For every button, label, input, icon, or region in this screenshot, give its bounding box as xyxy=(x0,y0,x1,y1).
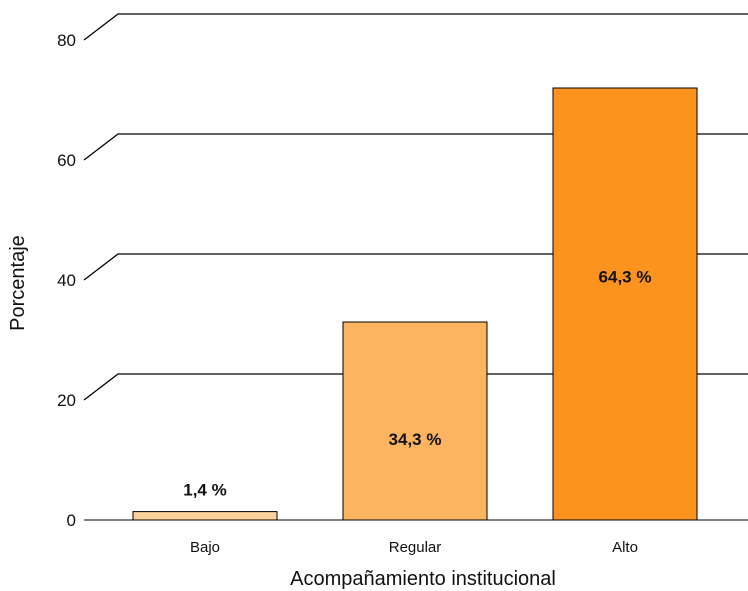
gridline xyxy=(83,13,748,41)
gridline xyxy=(83,253,748,281)
y-tick-label: 20 xyxy=(57,391,76,410)
bar xyxy=(342,321,488,521)
data-label: 1,4 % xyxy=(183,481,226,500)
bar xyxy=(132,511,278,521)
x-axis: Bajo Regular Alto xyxy=(190,539,638,556)
x-tick-label: Bajo xyxy=(190,539,220,556)
gridline xyxy=(83,373,748,401)
y-tick-label: 0 xyxy=(67,511,76,530)
bar xyxy=(552,87,698,521)
grid-lines xyxy=(83,13,748,401)
x-tick-label: Regular xyxy=(389,539,442,556)
y-axis: 0 20 40 60 80 xyxy=(57,31,76,530)
data-label: 34,3 % xyxy=(389,430,442,449)
y-axis-title: Porcentaje xyxy=(7,235,29,331)
y-tick-label: 60 xyxy=(57,151,76,170)
y-tick-label: 80 xyxy=(57,31,76,50)
bars: 1,4 % 34,3 % 64,3 % xyxy=(132,87,698,521)
gridline xyxy=(83,133,748,161)
x-tick-label: Alto xyxy=(612,539,638,556)
y-tick-label: 40 xyxy=(57,271,76,290)
x-axis-title: Acompañamiento institucional xyxy=(290,568,556,590)
data-label: 64,3 % xyxy=(599,267,652,286)
